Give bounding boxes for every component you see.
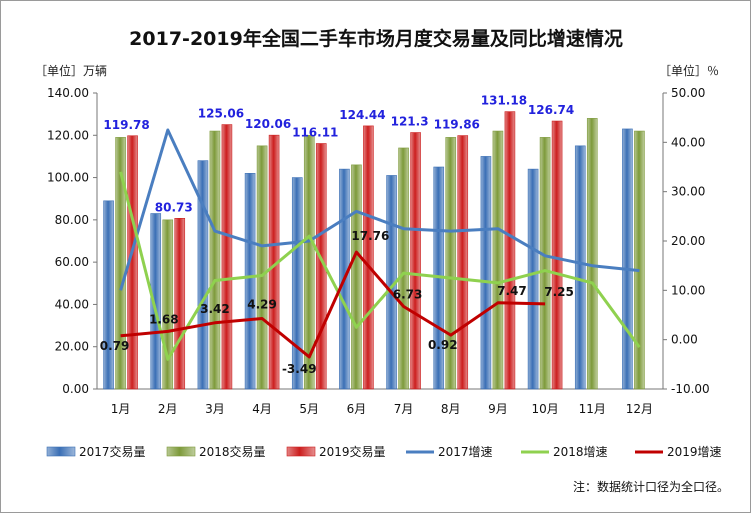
bar-2017交易量	[150, 213, 162, 390]
line-2018增速	[119, 171, 641, 361]
line-data-label: 17.76	[351, 229, 389, 243]
bar-data-label: 120.06	[245, 117, 291, 131]
bar-2018交易量	[539, 137, 551, 390]
bar-data-label: 116.11	[292, 126, 338, 140]
legend-label: 2019增速	[667, 445, 722, 459]
legend-label: 2018交易量	[199, 444, 266, 459]
line-data-label: 3.42	[200, 302, 230, 316]
bar-2017交易量	[527, 168, 539, 390]
bar-2017交易量	[244, 173, 256, 390]
right-tick-label: 40.00	[671, 135, 705, 149]
bar-data-label: 125.06	[198, 107, 244, 121]
bar-2018交易量	[256, 145, 268, 390]
bar-2018交易量	[162, 219, 174, 390]
left-tick-label: 0.00	[62, 382, 89, 396]
bar-2019交易量	[410, 132, 421, 390]
line-data-label: 0.92	[428, 338, 458, 352]
x-category-label: 6月	[347, 402, 367, 416]
x-category-label: 7月	[394, 402, 414, 416]
bar-2019交易量	[551, 120, 563, 390]
right-axis-unit: ［单位］％	[659, 63, 719, 78]
legend-label: 2018增速	[553, 445, 608, 459]
left-tick-label: 80.00	[55, 213, 89, 227]
x-category-label: 3月	[205, 402, 225, 416]
chart-title: 2017-2019年全国二手车市场月度交易量及同比增速情况	[129, 27, 623, 50]
bar-2018交易量	[398, 147, 409, 390]
line-2017增速	[119, 128, 640, 291]
left-tick-label: 100.00	[47, 171, 89, 185]
bar-2019交易量	[504, 111, 516, 390]
x-category-label: 8月	[441, 402, 461, 416]
footnote: 注：数据统计口径为全口径。	[573, 479, 729, 494]
left-tick-label: 120.00	[47, 128, 89, 142]
x-category-label: 10月	[531, 402, 558, 416]
bar-2017交易量	[291, 177, 303, 390]
x-category-label: 1月	[111, 402, 131, 416]
bar-2018交易量	[209, 130, 221, 390]
legend-swatch	[286, 446, 316, 457]
left-axis-unit: ［单位］万辆	[35, 63, 107, 78]
line-data-label: -3.49	[282, 362, 317, 376]
bar-data-label: 126.74	[528, 103, 574, 117]
bar-data-label: 80.73	[155, 200, 193, 214]
left-tick-label: 40.00	[55, 297, 89, 311]
legend-label: 2019交易量	[319, 444, 386, 459]
bar-data-label: 131.18	[481, 94, 527, 108]
legend-label: 2017增速	[438, 445, 493, 459]
bar-2019交易量	[221, 124, 233, 390]
legend-swatch	[46, 446, 76, 457]
left-tick-label: 20.00	[55, 340, 89, 354]
line-data-label: 0.79	[100, 339, 130, 353]
bar-2017交易量	[622, 128, 633, 390]
bar-2018交易量	[634, 130, 645, 390]
right-tick-label: 30.00	[671, 185, 705, 199]
right-tick-label: 20.00	[671, 234, 705, 248]
bar-2017交易量	[480, 156, 492, 390]
x-category-label: 9月	[488, 402, 508, 416]
left-tick-label: 60.00	[55, 255, 89, 269]
bar-data-label: 124.44	[339, 108, 385, 122]
line-data-label: 6.73	[393, 287, 423, 301]
bar-2017交易量	[197, 160, 209, 390]
line-data-label: 4.29	[247, 298, 277, 312]
bar-2019交易量	[174, 218, 186, 390]
right-tick-label: 10.00	[671, 283, 705, 297]
bar-2017交易量	[103, 200, 114, 390]
right-tick-label: -10.00	[671, 382, 710, 396]
legend-swatch	[166, 446, 196, 457]
x-category-label: 12月	[626, 402, 653, 416]
right-tick-label: 0.00	[671, 333, 698, 347]
line-data-label: 7.47	[497, 284, 527, 298]
legend-label: 2017交易量	[79, 444, 146, 459]
bar-data-label: 121.3	[391, 115, 429, 129]
bar-data-label: 119.78	[103, 118, 149, 132]
bar-2019交易量	[457, 135, 469, 390]
x-category-label: 5月	[299, 402, 319, 416]
x-category-label: 2月	[158, 402, 178, 416]
bar-2018交易量	[351, 164, 362, 390]
x-category-label: 11月	[579, 402, 606, 416]
bar-2018交易量	[303, 134, 315, 390]
left-tick-label: 140.00	[47, 86, 89, 100]
bar-2017交易量	[574, 145, 586, 390]
bar-2019交易量	[363, 125, 374, 390]
right-tick-label: 50.00	[671, 86, 705, 100]
x-category-label: 4月	[252, 402, 272, 416]
bar-2018交易量	[115, 137, 126, 390]
line-data-label: 7.25	[544, 285, 574, 299]
bar-2018交易量	[492, 130, 504, 390]
bar-data-label: 119.86	[434, 118, 480, 132]
line-data-label: 1.68	[149, 312, 179, 326]
bar-2018交易量	[586, 118, 598, 390]
line-2019增速	[120, 250, 546, 359]
bar-2018交易量	[445, 137, 457, 390]
